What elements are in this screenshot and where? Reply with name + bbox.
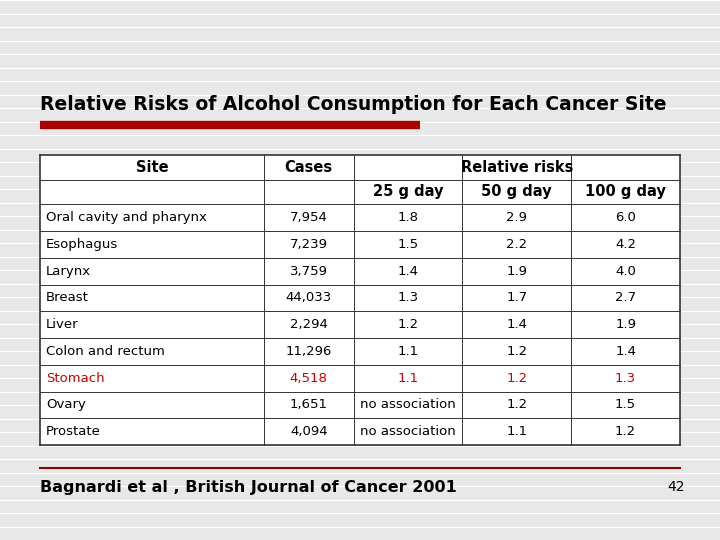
Text: 1,651: 1,651 xyxy=(289,399,328,411)
Text: 11,296: 11,296 xyxy=(286,345,332,358)
Text: Bagnardi et al , British Journal of Cancer 2001: Bagnardi et al , British Journal of Canc… xyxy=(40,480,456,495)
Text: no association: no association xyxy=(360,425,456,438)
Text: 25 g day: 25 g day xyxy=(373,185,444,199)
Text: Prostate: Prostate xyxy=(46,425,101,438)
Text: 4,094: 4,094 xyxy=(290,425,328,438)
Bar xyxy=(40,155,680,445)
Text: 42: 42 xyxy=(667,480,685,494)
Text: Relative Risks of Alcohol Consumption for Each Cancer Site: Relative Risks of Alcohol Consumption fo… xyxy=(40,95,667,114)
Text: 1.2: 1.2 xyxy=(506,345,527,358)
Text: 1.2: 1.2 xyxy=(397,318,418,331)
Text: 4.0: 4.0 xyxy=(615,265,636,278)
Text: 2,294: 2,294 xyxy=(290,318,328,331)
Text: 50 g day: 50 g day xyxy=(482,185,552,199)
Text: 2.9: 2.9 xyxy=(506,211,527,224)
Text: 4,518: 4,518 xyxy=(290,372,328,384)
Text: 1.7: 1.7 xyxy=(506,292,527,305)
Text: 1.4: 1.4 xyxy=(615,345,636,358)
Text: Oral cavity and pharynx: Oral cavity and pharynx xyxy=(46,211,207,224)
Text: 1.1: 1.1 xyxy=(506,425,527,438)
Text: 1.3: 1.3 xyxy=(615,372,636,384)
Text: 1.1: 1.1 xyxy=(397,372,418,384)
Text: 7,954: 7,954 xyxy=(290,211,328,224)
Text: 4.2: 4.2 xyxy=(615,238,636,251)
Text: Stomach: Stomach xyxy=(46,372,104,384)
Text: 1.9: 1.9 xyxy=(506,265,527,278)
Text: 1.5: 1.5 xyxy=(397,238,418,251)
Text: 1.4: 1.4 xyxy=(397,265,418,278)
Text: 1.5: 1.5 xyxy=(615,399,636,411)
Text: 2.7: 2.7 xyxy=(615,292,636,305)
Text: 1.8: 1.8 xyxy=(397,211,418,224)
Text: 7,239: 7,239 xyxy=(289,238,328,251)
Text: 1.3: 1.3 xyxy=(397,292,418,305)
Text: no association: no association xyxy=(360,399,456,411)
Text: 2.2: 2.2 xyxy=(506,238,527,251)
Text: 1.2: 1.2 xyxy=(615,425,636,438)
Text: 100 g day: 100 g day xyxy=(585,185,666,199)
Text: Colon and rectum: Colon and rectum xyxy=(46,345,165,358)
Text: 44,033: 44,033 xyxy=(286,292,332,305)
Text: Larynx: Larynx xyxy=(46,265,91,278)
Text: Liver: Liver xyxy=(46,318,78,331)
Text: 1.2: 1.2 xyxy=(506,372,527,384)
Text: Cases: Cases xyxy=(284,160,333,175)
Text: 6.0: 6.0 xyxy=(615,211,636,224)
Text: 1.2: 1.2 xyxy=(506,399,527,411)
Text: 1.9: 1.9 xyxy=(615,318,636,331)
Text: Esophagus: Esophagus xyxy=(46,238,118,251)
Text: Ovary: Ovary xyxy=(46,399,86,411)
Text: Relative risks: Relative risks xyxy=(461,160,573,175)
Text: 3,759: 3,759 xyxy=(289,265,328,278)
Text: Breast: Breast xyxy=(46,292,89,305)
Text: Site: Site xyxy=(135,160,168,175)
Text: 1.1: 1.1 xyxy=(397,345,418,358)
Text: 1.4: 1.4 xyxy=(506,318,527,331)
